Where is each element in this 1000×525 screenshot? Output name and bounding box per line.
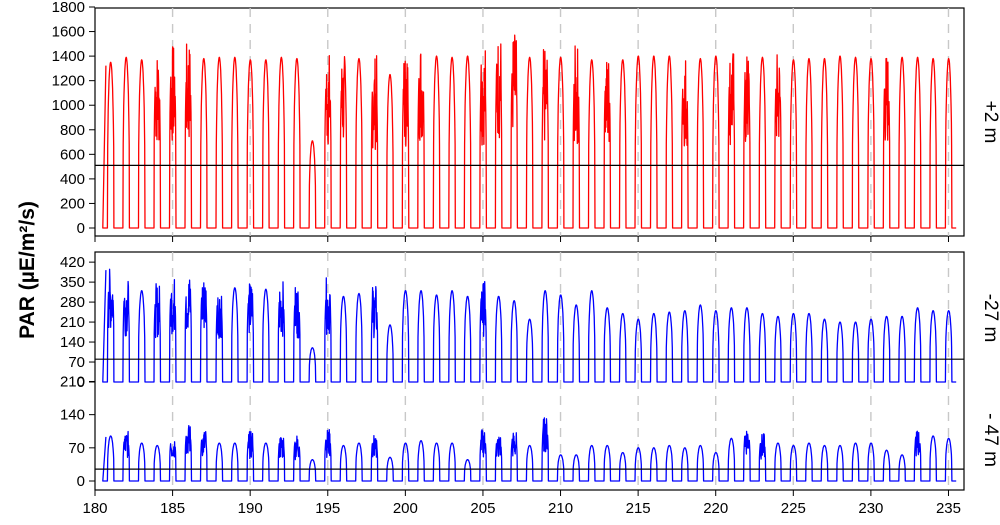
y-tick-label: 70 (68, 440, 85, 457)
y-tick-label: 0 (77, 220, 85, 237)
x-tick-label: 180 (82, 500, 107, 517)
x-tick-label: 210 (548, 500, 573, 517)
y-tick-label: 350 (60, 274, 85, 291)
panel-label: - 47 m (980, 413, 1000, 467)
x-tick-label: 185 (160, 500, 185, 517)
y-tick-label: 200 (60, 195, 85, 212)
y-tick-label: 1000 (52, 97, 85, 114)
y-tick-label: 1200 (52, 73, 85, 90)
y-tick-label: 800 (60, 122, 85, 139)
y-tick-label: 400 (60, 171, 85, 188)
y-tick-label: 1600 (52, 24, 85, 41)
x-tick-label: 205 (470, 500, 495, 517)
y-tick-label: 70 (68, 354, 85, 371)
y-tick-label: 420 (60, 254, 85, 271)
y-tick-label: 0 (77, 374, 85, 391)
x-tick-label: 230 (858, 500, 883, 517)
y-tick-label: 140 (60, 407, 85, 424)
x-tick-label: 225 (781, 500, 806, 517)
series-line (102, 417, 957, 482)
panel-label: +2 m (980, 101, 1000, 144)
y-tick-label: 280 (60, 294, 85, 311)
x-tick-label: 235 (936, 500, 961, 517)
x-tick-label: 195 (315, 500, 340, 517)
x-tick-label: 190 (238, 500, 263, 517)
y-tick-label: 1400 (52, 48, 85, 65)
x-tick-label: 220 (703, 500, 728, 517)
y-tick-label: 1800 (52, 0, 85, 16)
series-line (102, 34, 957, 229)
x-tick-label: 200 (393, 500, 418, 517)
y-tick-label: 600 (60, 146, 85, 163)
y-axis-title: PAR (µE/m²/s) (16, 201, 39, 339)
x-tick-label: 215 (626, 500, 651, 517)
panel-label: -27 m (980, 294, 1000, 343)
panel-frame-top (94, 7, 965, 237)
y-tick-label: 0 (77, 473, 85, 490)
y-tick-label: 140 (60, 334, 85, 351)
y-tick-label: 210 (60, 373, 85, 390)
series-line (102, 268, 957, 383)
panel-frame-bottom (94, 251, 965, 491)
y-tick-label: 210 (60, 314, 85, 331)
